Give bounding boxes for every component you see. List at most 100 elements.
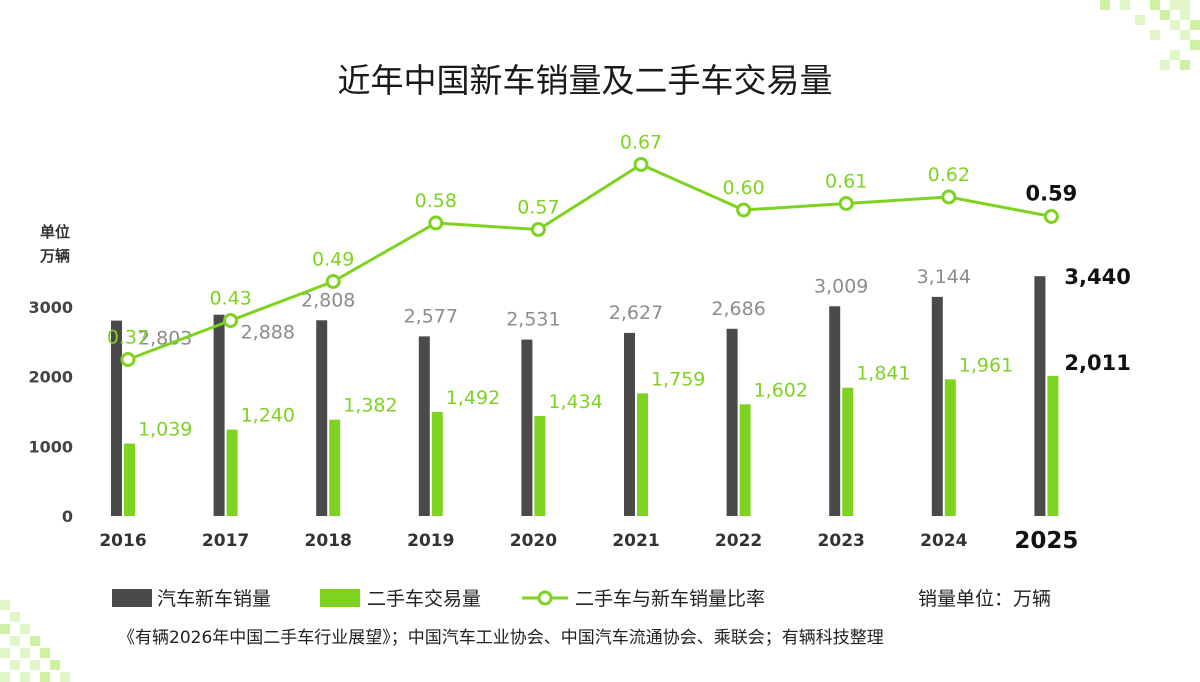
bar-label-used-car: 1,759 xyxy=(651,368,705,390)
bar-new-car xyxy=(111,320,122,516)
deco-square xyxy=(1120,0,1130,10)
chart-title: 近年中国新车销量及二手车交易量 xyxy=(338,61,833,100)
deco-square xyxy=(0,624,10,634)
y-tick-label: 2000 xyxy=(28,368,73,387)
ratio-point xyxy=(223,313,239,328)
deco-square xyxy=(0,600,10,610)
deco-square xyxy=(1170,50,1180,60)
x-tick-label: 2022 xyxy=(715,531,762,551)
unit-label-line2: 万辆 xyxy=(39,247,70,265)
deco-square xyxy=(1170,0,1180,10)
deco-square xyxy=(50,660,60,670)
ratio-label: 0.61 xyxy=(825,171,867,193)
legend: 汽车新车销量 二手车交易量 二手车与新车销量比率 销量单位：万辆 xyxy=(112,588,1051,610)
x-axis-ticks: 2016 2017 2018 2019 2020 2021 2022 2023 2024 2025 xyxy=(99,528,1078,554)
ratio-point xyxy=(428,215,444,231)
x-tick-label: 2024 xyxy=(920,531,967,551)
bar-label-new-car: 2,686 xyxy=(711,298,765,320)
x-tick-label: 2018 xyxy=(305,531,352,551)
bar-label-new-car: 2,627 xyxy=(609,302,663,324)
x-tick-label: 2020 xyxy=(510,531,557,551)
deco-square xyxy=(30,636,40,646)
bar-label-new-car: 2,808 xyxy=(301,289,355,311)
x-tick-label: 2019 xyxy=(407,531,454,551)
ratio-line-group: 0.37 0.43 0.49 0.58 0.57 0.67 0.60 0.61 0.62 0.59 xyxy=(107,132,1077,367)
deco-square xyxy=(1100,0,1110,10)
deco-square xyxy=(40,672,50,682)
legend-label-new-car: 汽车新车销量 xyxy=(157,588,271,610)
bar-new-car xyxy=(624,332,635,516)
bar-label-used-car: 1,602 xyxy=(754,379,808,401)
legend-swatch-new-car xyxy=(112,589,152,607)
bar-new-car xyxy=(829,306,841,516)
bar-label-used-car: 1,841 xyxy=(856,363,910,385)
deco-square xyxy=(30,660,40,670)
ratio-point xyxy=(1043,209,1059,224)
bar-used-car xyxy=(226,429,238,516)
deco-square xyxy=(1170,20,1180,30)
bar-label-new-car: 2,888 xyxy=(241,322,295,344)
legend-label-used-car: 二手车交易量 xyxy=(367,588,481,610)
ratio-label: 0.58 xyxy=(415,190,457,212)
deco-square xyxy=(1150,30,1160,40)
y-tick-label: 0 xyxy=(62,507,73,526)
deco-square xyxy=(0,672,10,682)
ratio-label: 0.49 xyxy=(312,249,354,271)
deco-square xyxy=(1150,0,1160,10)
bar-label-new-car: 2,531 xyxy=(506,309,560,331)
bars: 2,803 1,039 2,888 1,240 2,808 1,382 2,577 1,492… xyxy=(111,265,1131,516)
ratio-label: 0.60 xyxy=(722,177,764,199)
y-axis-ticks: 0 1000 2000 3000 xyxy=(28,298,73,526)
bar-label-used-car: 1,240 xyxy=(241,405,295,427)
deco-square xyxy=(1180,30,1190,40)
deco-square xyxy=(20,672,30,682)
ratio-point xyxy=(530,222,546,237)
y-tick-label: 3000 xyxy=(28,298,73,317)
bar-label-used-car: 1,039 xyxy=(138,419,192,441)
bar-used-car xyxy=(534,416,546,516)
bar-label-used-car: 1,961 xyxy=(959,354,1013,376)
ratio-label: 0.37 xyxy=(107,327,149,349)
deco-square xyxy=(1180,60,1190,70)
bar-label-new-car: 2,803 xyxy=(138,328,192,350)
bar-new-car xyxy=(521,339,533,516)
x-tick-label: 2023 xyxy=(818,531,865,551)
bar-used-car xyxy=(637,393,648,516)
x-tick-label: 2016 xyxy=(99,531,146,551)
ratio-label: 0.43 xyxy=(209,288,251,310)
bar-label-new-car: 3,009 xyxy=(814,275,868,297)
deco-square xyxy=(20,648,30,658)
deco-square xyxy=(60,672,70,682)
ratio-label: 0.59 xyxy=(1025,182,1077,206)
bar-label-new-car: 2,577 xyxy=(404,305,458,327)
bar-label-new-car: 3,144 xyxy=(917,266,971,288)
deco-square xyxy=(40,648,50,658)
ratio-point xyxy=(941,189,957,205)
unit-note: 销量单位：万辆 xyxy=(918,588,1051,610)
y-tick-label: 1000 xyxy=(28,437,73,456)
bar-used-car xyxy=(124,443,135,516)
bar-new-car xyxy=(931,296,943,516)
bar-used-car xyxy=(431,412,443,516)
ratio-label: 0.67 xyxy=(620,132,662,154)
bar-label-used-car: 1,492 xyxy=(446,387,500,409)
x-tick-label: 2017 xyxy=(202,531,249,551)
deco-square xyxy=(0,648,10,658)
bar-used-car xyxy=(329,419,341,516)
legend-swatch-ratio-marker xyxy=(537,590,553,606)
deco-square xyxy=(1180,10,1190,20)
x-tick-label: 2021 xyxy=(612,531,659,551)
bar-used-car xyxy=(1047,375,1059,516)
deco-square xyxy=(1135,15,1145,25)
bar-new-car xyxy=(418,336,430,516)
bar-label-used-car: 2,011 xyxy=(1064,351,1130,375)
deco-square xyxy=(1190,20,1200,30)
ratio-label: 0.57 xyxy=(517,197,559,219)
legend-label-ratio: 二手车与新车销量比率 xyxy=(575,588,765,610)
deco-square xyxy=(1190,40,1200,50)
ratio-label: 0.62 xyxy=(928,164,970,186)
unit-label-line1: 单位 xyxy=(40,223,70,241)
ratio-point xyxy=(325,274,341,289)
